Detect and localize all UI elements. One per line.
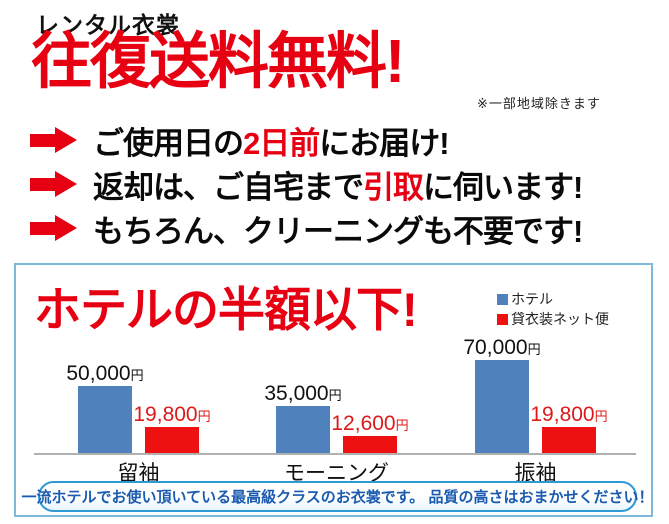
bullet-text: もちろん、クリーニングも不要です!	[93, 206, 583, 251]
panel-title: ホテルの半額以下!	[34, 283, 418, 336]
bar-cell-net-1: 19,800円	[133, 404, 211, 453]
bullet-text: ご使用日の2日前にお届け!	[93, 118, 450, 163]
bullet-text-post: にお届け!	[319, 125, 449, 161]
bar-cell-net-2: 12,600円	[331, 413, 409, 453]
bullet-text-highlight: 2日前	[243, 125, 320, 161]
bar-value-label: 50,000円	[66, 362, 144, 386]
category-label: 振袖	[514, 462, 557, 485]
category-label: モーニング	[284, 462, 389, 485]
chart-legend: ホテル 貸衣装ネット便	[497, 289, 609, 329]
main-title: 往復送料無料!	[31, 27, 405, 95]
chart-group-2: 35,000円 12,600円モーニング	[264, 265, 409, 485]
bullet-text-pre: もちろん、クリーニングも不要です!	[93, 213, 583, 249]
legend-item-hotel: ホテル	[497, 289, 609, 309]
bullet-text-highlight: 引取	[363, 169, 424, 205]
bullet-list: ご使用日の2日前にお届け! 返却は、ご自宅まで引取に伺います! もちろん、クリー…	[30, 118, 583, 251]
kicker-title: レンタル衣裳	[36, 12, 180, 38]
bar-cell-hotel-2: 35,000円	[264, 383, 342, 453]
bar-net-3	[542, 426, 596, 453]
right-arrow-icon	[30, 215, 77, 241]
bar-hotel-3	[475, 359, 529, 453]
bullet-text-pre: 返却は、ご自宅まで	[93, 169, 364, 205]
bar-value-label: 12,600円	[331, 412, 409, 436]
right-arrow-icon	[30, 127, 77, 153]
bullet-item-delivery: ご使用日の2日前にお届け!	[30, 118, 582, 162]
bar-cell-hotel-1: 50,000円	[66, 363, 144, 453]
bar-net-2	[343, 436, 397, 453]
legend-label: 貸衣装ネット便	[511, 311, 609, 327]
bar-value-label: 35,000円	[264, 382, 342, 406]
bar-cell-hotel-3: 70,000円	[463, 337, 541, 453]
bar-cell-net-3: 19,800円	[530, 404, 608, 453]
bar-value-label: 70,000円	[463, 335, 541, 359]
legend-swatch-net	[497, 313, 508, 325]
bar-value-label: 19,800円	[530, 402, 608, 426]
price-comparison-panel: 50,000円 19,800円留袖 35,000円 12,600円モーニング 70,00…	[14, 263, 653, 517]
bullet-item-pickup: 返却は、ご自宅まで引取に伺います!	[30, 162, 583, 207]
bar-hotel-1	[78, 386, 132, 453]
legend-swatch-hotel	[497, 293, 508, 305]
bar-hotel-2	[276, 406, 330, 453]
chart-groups: 50,000円 19,800円留袖 35,000円 12,600円モーニング 70,00…	[16, 265, 651, 515]
bullet-text-pre: ご使用日の	[93, 125, 244, 161]
bullet-text-post: に伺います!	[423, 169, 583, 205]
quality-banner-text: 一流ホテルでお使い頂いている最高級クラスのお衣裳です。 品質の高さはおまかせくだ…	[21, 489, 654, 506]
category-label: 留袖	[117, 462, 160, 485]
legend-label: ホテル	[511, 291, 553, 307]
chart-x-axis	[34, 453, 636, 455]
chart-group-3: 70,000円 19,800円振袖	[463, 265, 608, 485]
quality-banner: 一流ホテルでお使い頂いている最高級クラスのお衣裳です。 品質の高さはおまかせくだ…	[22, 481, 653, 512]
right-arrow-icon	[30, 171, 77, 197]
chart-group-1: 50,000円 19,800円留袖	[66, 265, 211, 485]
legend-item-net: 貸衣装ネット便	[497, 309, 609, 329]
bullet-text: 返却は、ご自宅まで引取に伺います!	[93, 162, 583, 207]
bar-value-label: 19,800円	[133, 402, 211, 426]
bullet-item-cleaning: もちろん、クリーニングも不要です!	[30, 206, 583, 251]
bar-net-1	[145, 426, 199, 453]
bar-chart: 50,000円 19,800円留袖 35,000円 12,600円モーニング 70,00…	[16, 265, 651, 515]
region-note: ※一部地域除きます	[477, 96, 601, 111]
